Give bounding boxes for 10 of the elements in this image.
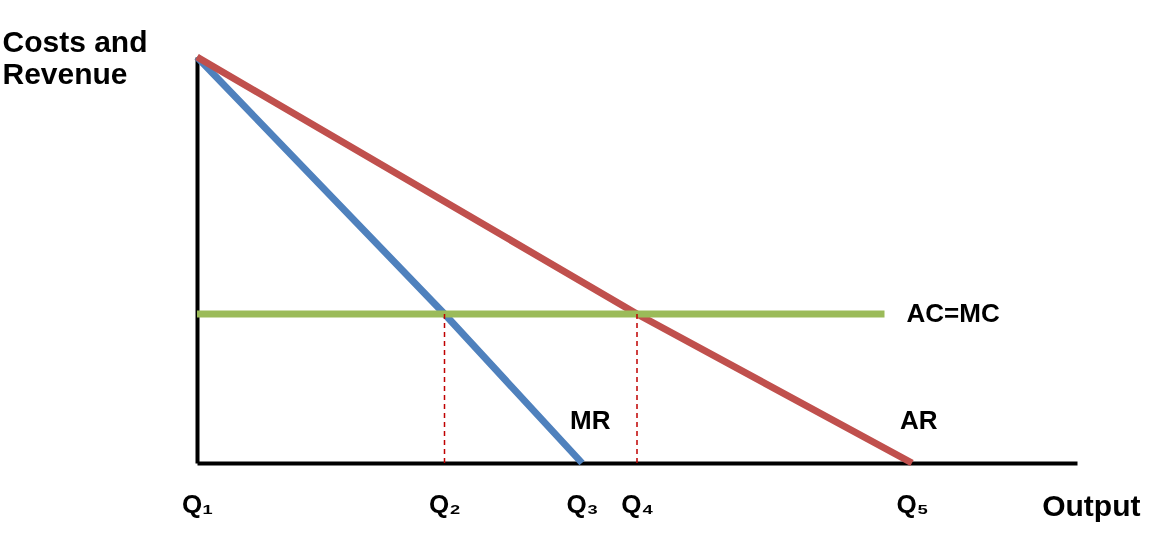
x-tick-label: Q₁ [182,488,213,519]
series-label: AC=MC [906,298,1000,328]
y-axis-title: Costs and Revenue [2,24,148,90]
series-label: MR [570,405,611,435]
x-axis-title: Output [1042,488,1141,522]
x-tick-label: Q₂ [429,488,461,519]
x-tick-label: Q₅ [896,488,929,519]
x-tick-label: Q₄ [621,488,654,519]
series-label: AR [900,405,938,435]
x-tick-label: Q₃ [566,488,599,519]
